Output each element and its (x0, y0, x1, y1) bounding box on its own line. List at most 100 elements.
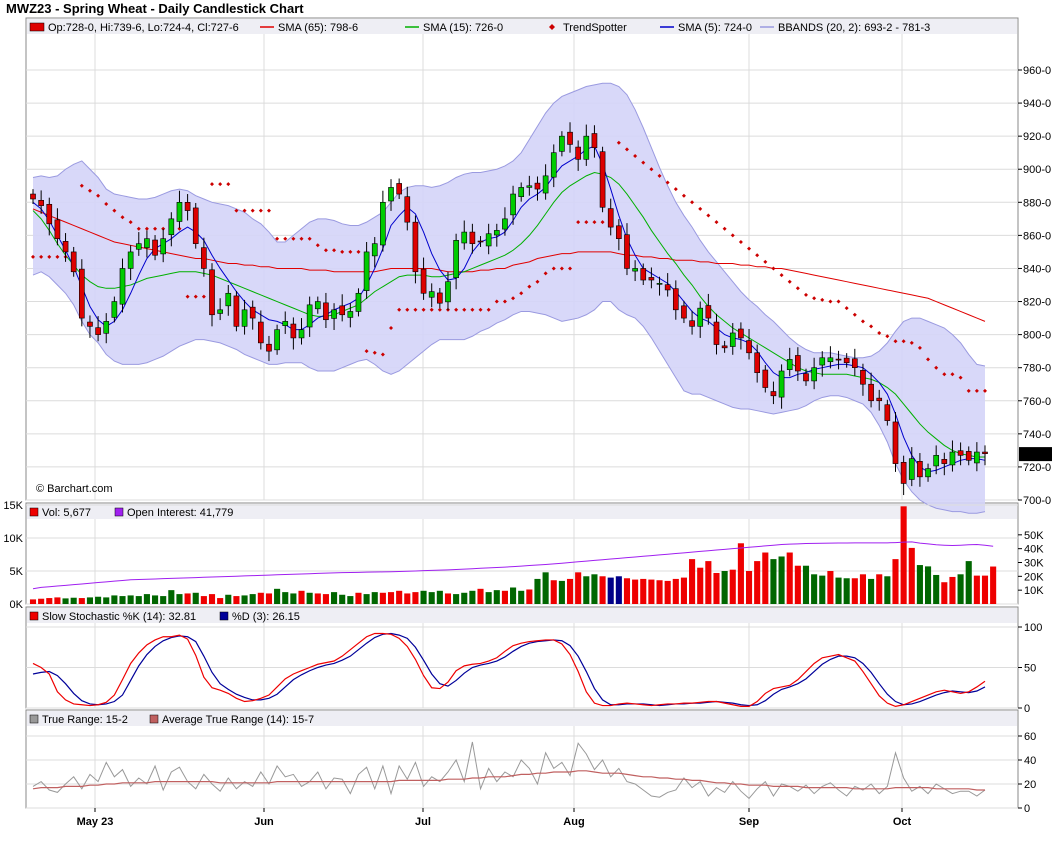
x-tick-label: May 23 (77, 816, 114, 828)
candle-body (355, 292, 362, 312)
candle-body (795, 355, 801, 372)
candle-body (127, 251, 134, 269)
volume-bar (566, 578, 574, 604)
candle-body (461, 231, 468, 244)
volume-bar (965, 561, 972, 604)
candle-body (396, 183, 402, 195)
sma-5-line (32, 145, 986, 473)
volume-bar (379, 592, 386, 604)
volume-bar (664, 580, 671, 604)
price-legend-item: SMA (15): 726-0 (405, 22, 503, 34)
trendspotter-marker (421, 307, 426, 312)
bollinger-upper-line (32, 82, 986, 367)
candle-body (713, 321, 720, 345)
trendspotter-marker (31, 254, 35, 259)
legend-swatch (219, 611, 229, 621)
candle-body (217, 309, 223, 314)
candle-body (152, 239, 158, 256)
true-range-frame (25, 709, 1019, 809)
volume-bar (973, 575, 980, 604)
trendspotter-marker (144, 226, 149, 231)
volume-bar (200, 596, 207, 604)
candle-body (241, 309, 248, 327)
trendspotter-marker (543, 271, 548, 276)
volume-bar (908, 547, 915, 604)
trendspotter-marker (397, 307, 402, 312)
candle-body (95, 327, 101, 335)
candle-body (62, 241, 69, 253)
volume-bar (583, 576, 590, 604)
trendspotter-marker (893, 339, 898, 344)
volume-bar (819, 575, 826, 604)
candle-body (721, 345, 728, 349)
volume-bar (542, 572, 549, 604)
volume-bar (95, 596, 102, 604)
volume-bar (282, 592, 289, 604)
trendspotter-marker (96, 193, 101, 198)
trendspotter-marker (966, 388, 971, 393)
candle-body (550, 152, 557, 178)
trendspotter-marker (315, 243, 320, 248)
volume-bar (103, 597, 110, 604)
volume-bar (550, 580, 557, 604)
trendspotter-marker (771, 266, 776, 271)
candle-body (282, 321, 289, 326)
legend-swatch (29, 22, 45, 32)
trendspotter-marker (486, 307, 491, 312)
volume-bar (754, 561, 761, 604)
candle-body (851, 358, 858, 368)
volume-bar (786, 552, 793, 604)
trendspotter-marker (738, 240, 743, 244)
legend-swatch (149, 714, 159, 724)
legend-text: SMA (5): 724-0 (678, 22, 752, 34)
volume-bar (680, 577, 687, 604)
volume-bar (640, 578, 647, 604)
volume-bar (737, 543, 744, 604)
trendspotter-marker (616, 140, 621, 145)
volume-bar (355, 592, 362, 604)
volume-bar (86, 597, 94, 604)
x-tick-label: Jun (254, 816, 274, 828)
candle-body (184, 202, 191, 211)
volume-bar (518, 590, 525, 604)
volume-bar (802, 565, 810, 604)
volume-bar (656, 580, 663, 604)
candle-body (493, 230, 500, 236)
candle-body (672, 288, 679, 311)
trendspotter-marker (559, 266, 564, 271)
volume-bar (599, 576, 606, 604)
candle-body (331, 309, 337, 319)
trendspotter-marker (942, 372, 947, 377)
price-tick-label: 920-0 (1023, 131, 1051, 143)
candle-body (209, 269, 215, 316)
trendspotter-marker (901, 339, 906, 344)
legend-swatch (29, 507, 39, 517)
legend-swatch (114, 507, 124, 517)
bollinger-band-fill (33, 83, 985, 514)
candle-body (648, 277, 655, 281)
oi-tick-label: 50K (1024, 530, 1044, 542)
candle-body (437, 292, 443, 304)
trendspotter-marker (380, 352, 385, 357)
true-range-legend-item: True Range: 15-2 (29, 714, 128, 726)
candle-body (371, 243, 378, 257)
volume-bar (501, 590, 508, 604)
trendspotter-marker (535, 279, 540, 284)
trendspotter-marker (79, 183, 84, 188)
x-tick-label: Sep (739, 816, 759, 828)
volume-bar (493, 590, 500, 604)
candle-body (591, 133, 598, 149)
candle-body (469, 231, 476, 244)
candle-body (314, 301, 321, 310)
candle-body (233, 295, 240, 327)
true-range-line (32, 741, 986, 800)
candle-body (860, 370, 866, 385)
volume-bar (208, 594, 216, 604)
candle-body (339, 305, 346, 316)
axes: 700-0 720-0 740-0 760-0 780-0 800-0 820-0 840-0… (3, 65, 1052, 828)
trendspotter-marker (706, 213, 711, 218)
candle-body (632, 268, 638, 272)
stochastic-tick-label: 0 (1024, 703, 1030, 715)
trendspotter-marker (576, 220, 581, 225)
trendspotter-marker (470, 307, 475, 312)
